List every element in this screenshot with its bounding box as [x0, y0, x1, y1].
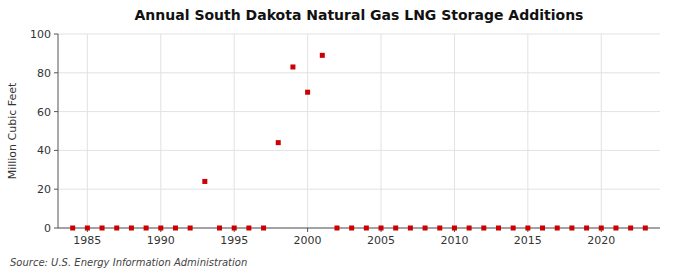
x-grid-line [87, 34, 88, 228]
y-axis-line [58, 34, 59, 228]
y-tick-label: 100 [30, 28, 51, 41]
x-tick-label: 2015 [514, 234, 542, 247]
y-grid-line [58, 111, 660, 112]
point [364, 226, 369, 231]
y-tick-label: 40 [37, 144, 51, 157]
point [202, 179, 207, 184]
point [540, 226, 545, 231]
y-tick-label: 80 [37, 67, 51, 80]
y-tick [54, 111, 58, 112]
point [232, 226, 237, 231]
x-tick-label: 2010 [440, 234, 468, 247]
point [481, 226, 486, 231]
point [525, 226, 530, 231]
point [100, 226, 105, 231]
x-grid-line [454, 34, 455, 228]
point [261, 226, 266, 231]
point [393, 226, 398, 231]
x-grid-line [601, 34, 602, 228]
point [217, 226, 222, 231]
point [584, 226, 589, 231]
source-note: Source: U.S. Energy Information Administ… [10, 257, 247, 268]
chart: 1985 1990 1995 2000 2005 2010 2015 2020 0 20 40 60 8… [0, 0, 675, 275]
x-tick [307, 228, 308, 232]
point [437, 226, 442, 231]
point [158, 226, 163, 231]
point [349, 226, 354, 231]
y-tick [54, 150, 58, 151]
x-tick-label: 2005 [367, 234, 395, 247]
point [188, 226, 193, 231]
y-tick [54, 72, 58, 73]
x-tick-label: 2000 [294, 234, 322, 247]
point [423, 226, 428, 231]
point [320, 53, 325, 58]
point [379, 226, 384, 231]
point [305, 90, 310, 95]
point [246, 226, 251, 231]
point [613, 226, 618, 231]
point [144, 226, 149, 231]
point [290, 64, 295, 69]
x-tick-label: 2020 [587, 234, 615, 247]
point [555, 226, 560, 231]
x-grid-line [381, 34, 382, 228]
y-tick-label: 60 [37, 106, 51, 119]
point [114, 226, 119, 231]
point [467, 226, 472, 231]
x-tick-label: 1985 [73, 234, 101, 247]
x-grid-line [234, 34, 235, 228]
y-grid-line [58, 189, 660, 190]
x-grid-line [307, 34, 308, 228]
point [511, 226, 516, 231]
y-axis-label: Million Cubic Feet [6, 82, 19, 179]
y-grid-line [58, 150, 660, 151]
point [173, 226, 178, 231]
y-tick-label: 0 [44, 222, 51, 235]
point [408, 226, 413, 231]
y-grid-line [58, 72, 660, 73]
point [70, 226, 75, 231]
title: Annual South Dakota Natural Gas LNG Stor… [135, 7, 584, 23]
point [599, 226, 604, 231]
point [452, 226, 457, 231]
x-tick-label: 1995 [220, 234, 248, 247]
points [70, 53, 648, 231]
x-grid-line [527, 34, 528, 228]
x-grid-line [160, 34, 161, 228]
grid [58, 34, 660, 228]
point [569, 226, 574, 231]
point [643, 226, 648, 231]
axes: 1985 1990 1995 2000 2005 2010 2015 2020 0 20 40 60 8… [30, 28, 660, 247]
y-tick [54, 34, 58, 35]
chart-container: 1985 1990 1995 2000 2005 2010 2015 2020 0 20 40 60 8… [0, 0, 675, 275]
point [85, 226, 90, 231]
y-tick [54, 189, 58, 190]
point [334, 226, 339, 231]
point [496, 226, 501, 231]
x-tick-label: 1990 [147, 234, 175, 247]
y-tick [54, 228, 58, 229]
y-grid-line [58, 34, 660, 35]
point [129, 226, 134, 231]
y-tick-label: 20 [37, 183, 51, 196]
point [276, 140, 281, 145]
point [628, 226, 633, 231]
